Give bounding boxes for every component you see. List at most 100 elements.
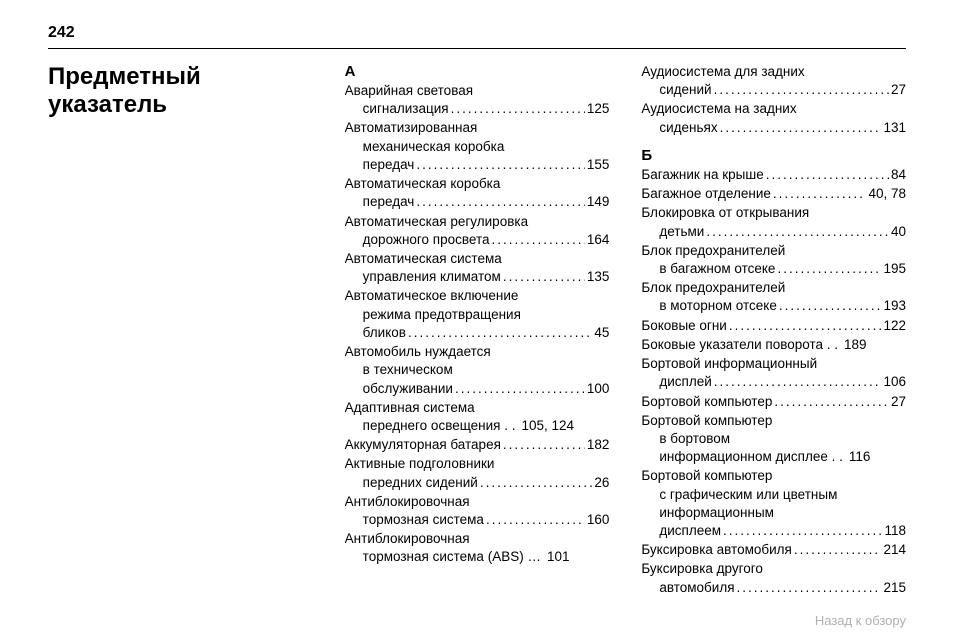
index-letter-heading: Б <box>641 147 906 164</box>
index-entry: Буксировка другогоавтомобиля............… <box>641 560 906 596</box>
index-entry-line: Бортовой компьютер <box>641 412 906 430</box>
leader-dots: ........................................… <box>764 166 889 184</box>
index-entry-last-line: сигнализация............................… <box>345 100 610 118</box>
leader-dots: ........................................… <box>704 223 889 241</box>
leader-dots: ........................................… <box>727 317 882 335</box>
index-entry-last-line: Багажник на крыше.......................… <box>641 166 906 184</box>
index-entry-line: Антиблокировочная <box>345 493 610 511</box>
index-entry-text: информационном дисплее . . <box>659 448 843 466</box>
index-entry-page: 182 <box>585 436 610 454</box>
index-entry-page: 131 <box>881 119 906 137</box>
horizontal-rule <box>48 48 906 49</box>
index-entry: Бортовой компьютерс графическим или цвет… <box>641 467 906 540</box>
back-to-overview-link[interactable]: Назад к обзору <box>815 613 906 628</box>
index-entry-text: детьми <box>659 223 704 241</box>
index-entry-last-line: сиденьях................................… <box>641 119 906 137</box>
index-entry: Аудиосистема для заднихсидений..........… <box>641 63 906 99</box>
index-entry-text: обслуживании <box>363 380 453 398</box>
leader-dots: ........................................… <box>478 474 593 492</box>
index-entry-line: Адаптивная система <box>345 399 610 417</box>
index-entry-line: Блокировка от открывания <box>641 204 906 222</box>
index-title: Предметный указатель <box>48 63 313 118</box>
index-entry: Активные подголовникипередних сидений...… <box>345 455 610 491</box>
index-entry-text: сидений <box>659 81 711 99</box>
index-entry-line: Автоматическая система <box>345 250 610 268</box>
index-entry: Антиблокировочнаятормозная система (ABS)… <box>345 530 610 566</box>
index-entry-text: сигнализация <box>363 100 449 118</box>
index-entry: Адаптивная системапереднего освещения . … <box>345 399 610 435</box>
index-entry-last-line: дисплей.................................… <box>641 373 906 391</box>
index-entry: Блок предохранителейв моторном отсеке...… <box>641 279 906 315</box>
index-entry-text: Боковые огни <box>641 317 727 335</box>
leader-dots: ........................................… <box>484 511 585 529</box>
index-entry-text: сиденьях <box>659 119 717 137</box>
index-entry-last-line: обслуживании............................… <box>345 380 610 398</box>
title-line-2: указатель <box>48 91 167 118</box>
index-entry-text: дисплей <box>659 373 711 391</box>
index-entry-page: 215 <box>881 579 906 597</box>
index-entry-last-line: дисплеем................................… <box>641 522 906 540</box>
index-entry-line: Блок предохранителей <box>641 279 906 297</box>
index-entry-last-line: детьми..................................… <box>641 223 906 241</box>
leader-dots: ........................................… <box>792 541 882 559</box>
index-entry-text: Аккумуляторная батарея <box>345 436 501 454</box>
index-entry-page: 27 <box>889 393 906 411</box>
leader-dots: ........................................… <box>735 579 882 597</box>
index-entry-line: с графическим или цветным <box>641 486 906 504</box>
index-entry-line: Аварийная световая <box>345 82 610 100</box>
index-entry: Автоматическая регулировкадорожного прос… <box>345 213 610 249</box>
index-entry-page: 116 <box>847 448 871 466</box>
leader-dots: ........................................… <box>721 522 882 540</box>
index-entry-last-line: дорожного просвета......................… <box>345 231 610 249</box>
index-letter-heading: А <box>345 63 610 80</box>
index-entry-page: 118 <box>882 522 906 540</box>
index-entry-line: Автоматизированная <box>345 119 610 137</box>
column-3: Аудиосистема для заднихсидений..........… <box>641 63 906 598</box>
index-entry: Автомобиль нуждаетсяв техническомобслужи… <box>345 343 610 398</box>
index-entry-text: Буксировка автомобиля <box>641 541 791 559</box>
leader-dots: ........................................… <box>414 156 584 174</box>
index-entry-line: в техническом <box>345 361 610 379</box>
index-entry-text: дорожного просвета <box>363 231 490 249</box>
index-entry-page: 125 <box>585 100 610 118</box>
index-entry: Аварийная световаясигнализация..........… <box>345 82 610 118</box>
index-entry-line: Автоматическая регулировка <box>345 213 610 231</box>
index-entry-text: автомобиля <box>659 579 734 597</box>
index-entry: Автоматизированнаямеханическая коробкапе… <box>345 119 610 174</box>
index-entry-last-line: передач.................................… <box>345 156 610 174</box>
leader-dots: ........................................… <box>414 193 584 211</box>
index-entry-text: тормозная система (ABS) … <box>363 548 541 566</box>
index-entry-page: 155 <box>585 156 610 174</box>
leader-dots: ........................................… <box>771 185 867 203</box>
index-entry-line: информационным <box>641 504 906 522</box>
index-entry: Бортовой компьютер......................… <box>641 393 906 411</box>
index-entry: Антиблокировочнаятормозная система......… <box>345 493 610 529</box>
index-entry: Багажное отделение......................… <box>641 185 906 203</box>
index-entry: Автоматическая системауправления климато… <box>345 250 610 286</box>
index-entry-line: Автоматическое включение <box>345 287 610 305</box>
index-entry: Багажник на крыше.......................… <box>641 166 906 184</box>
index-entry-line: Автоматическая коробка <box>345 175 610 193</box>
index-entry-text: передач <box>363 193 415 211</box>
index-entry: Блокировка от открываниядетьми..........… <box>641 204 906 240</box>
index-entry-text: Бортовой компьютер <box>641 393 772 411</box>
index-entry-text: управления климатом <box>363 268 501 286</box>
index-entry-last-line: Боковые указатели поворота . .189 <box>641 336 906 354</box>
leader-dots: ........................................… <box>490 231 585 249</box>
index-entry-page: 160 <box>585 511 610 529</box>
index-entry-page: 26 <box>592 474 609 492</box>
index-entry-page: 40 <box>889 223 906 241</box>
leader-dots: ........................................… <box>777 297 882 315</box>
leader-dots: ........................................… <box>501 436 585 454</box>
index-entry-last-line: Бортовой компьютер......................… <box>641 393 906 411</box>
index-entry-last-line: автомобиля..............................… <box>641 579 906 597</box>
index-entry-last-line: переднего освещения . .105, 124 <box>345 417 610 435</box>
index-entry-text: передних сидений <box>363 474 478 492</box>
index-entry: Аккумуляторная батарея..................… <box>345 436 610 454</box>
index-entry-last-line: в багажном отсеке.......................… <box>641 260 906 278</box>
index-entry: Автоматическое включениережима предотвра… <box>345 287 610 342</box>
index-entry: Автоматическая коробкапередач...........… <box>345 175 610 211</box>
index-entry-line: Аудиосистема на задних <box>641 100 906 118</box>
index-entry-page: 84 <box>889 166 906 184</box>
index-entry-line: Бортовой информационный <box>641 355 906 373</box>
